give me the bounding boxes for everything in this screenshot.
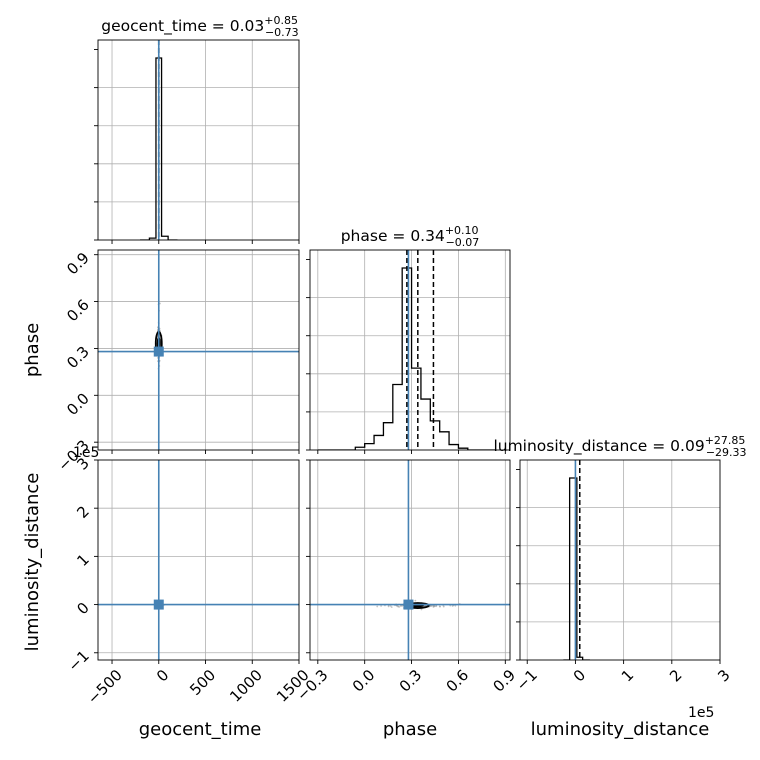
title-main: geocent_time = 0.03 [101,17,264,36]
y-axis-label-luminosity-distance: luminosity_distance [22,473,43,652]
panel-luminosity_distance-vs-geocent_time-frame [97,459,300,661]
sample-point [414,599,417,602]
panel-luminosity_distance-vs-geocent_time-data [98,460,299,660]
sample-point [439,605,441,608]
gridlines [98,40,720,660]
y-tick-label: 1 [73,550,92,569]
x-tick-label: 3 [714,666,733,685]
sample-point [420,608,423,611]
x-tick-label: 0.0 [349,666,379,696]
panel-luminosity_distance-data [563,460,590,660]
histogram-step [563,477,590,660]
x-scale-factor: 1e5 [688,705,714,721]
panel-phase-vs-geocent_time-data [98,250,299,450]
x-tick-label: 500 [186,666,219,699]
title-geocent-time: geocent_time = 0.03+0.85 −0.73 [101,14,298,39]
sample-point [435,605,438,608]
title-minus: −0.07 [446,236,480,249]
sample-point [389,605,392,607]
sample-point [401,604,404,607]
title-plus: +0.85 [264,14,298,27]
x-tick-label: 1000 [226,666,266,706]
tick-marks [94,49,721,664]
title-main: luminosity_distance = 0.09 [493,437,704,456]
title-plus: +27.85 [705,434,746,447]
y-tick-label: 0.9 [63,249,93,279]
x-tick-label: 0 [570,666,589,685]
x-tick-label: 2 [666,666,685,685]
title-plus: +0.10 [445,224,479,237]
truth-marker [153,599,164,610]
sample-point [390,606,393,609]
title-minus: −29.33 [706,446,747,459]
x-tick-label: 0 [153,666,172,685]
title-main: phase = 0.34 [341,227,445,245]
title-minus: −0.73 [265,26,299,39]
sample-point [387,605,390,608]
panel-phase-frame [309,249,511,451]
x-tick-label: 1 [618,666,637,685]
x-axis-label-luminosity-distance: luminosity_distance [531,719,710,740]
panel-phase-vs-geocent_time-frame [97,249,300,451]
panel-luminosity_distance-frame [519,459,721,661]
y-tick-label: −1 [64,647,92,675]
x-tick-label: 0.3 [396,666,426,696]
panel-luminosity_distance-vs-geocent_time-grid [98,460,299,660]
sample-point [396,605,399,608]
title-luminosity-distance: luminosity_distance = 0.09+27.85 −29.33 [493,434,746,459]
x-axis-label-geocent-time: geocent_time [139,719,262,740]
panel-phase-vs-geocent_time-grid [98,250,299,450]
sample-point [400,605,402,607]
axes-frames [97,39,721,661]
sample-point [432,606,435,608]
y-scale-factor: 1e5 [73,445,99,461]
y-tick-label: 0 [73,599,92,618]
panel-geocent_time-data [140,40,178,240]
title-phase: phase = 0.34+0.10 −0.07 [341,224,480,249]
x-tick-label: 0.6 [443,666,473,696]
sample-point [434,605,436,608]
panel-phase-data [317,250,496,450]
sample-point [380,605,382,607]
plot-data [98,40,590,660]
panel-phase-grid [310,250,510,450]
panel-geocent_time-frame [97,39,300,241]
panel-luminosity_distance-vs-phase-grid [310,460,510,660]
x-tick-label: −500 [84,666,126,708]
x-tick-label: −1 [513,666,541,694]
histogram-step [317,267,496,450]
sample-point [376,605,379,608]
x-axis-label-phase: phase [383,719,437,740]
panel-luminosity_distance-grid [520,460,720,660]
panel-luminosity_distance-vs-phase-frame [309,459,511,661]
y-axis-label-phase: phase [22,323,43,377]
truth-marker [403,599,414,610]
panel-luminosity_distance-vs-phase-data [310,460,510,660]
truth-marker [153,346,164,357]
text-layer: −500 0 500 1000 1500−0.3 0.0 0.3 0.6 0.9−1 0 1 2 3−0… [22,14,747,740]
y-tick-label: 0.6 [63,296,93,326]
y-tick-label: 2 [73,502,92,521]
y-tick-label: 0.3 [63,343,93,373]
y-tick-label: 0.0 [63,389,93,419]
panel-geocent_time-grid [98,40,299,240]
